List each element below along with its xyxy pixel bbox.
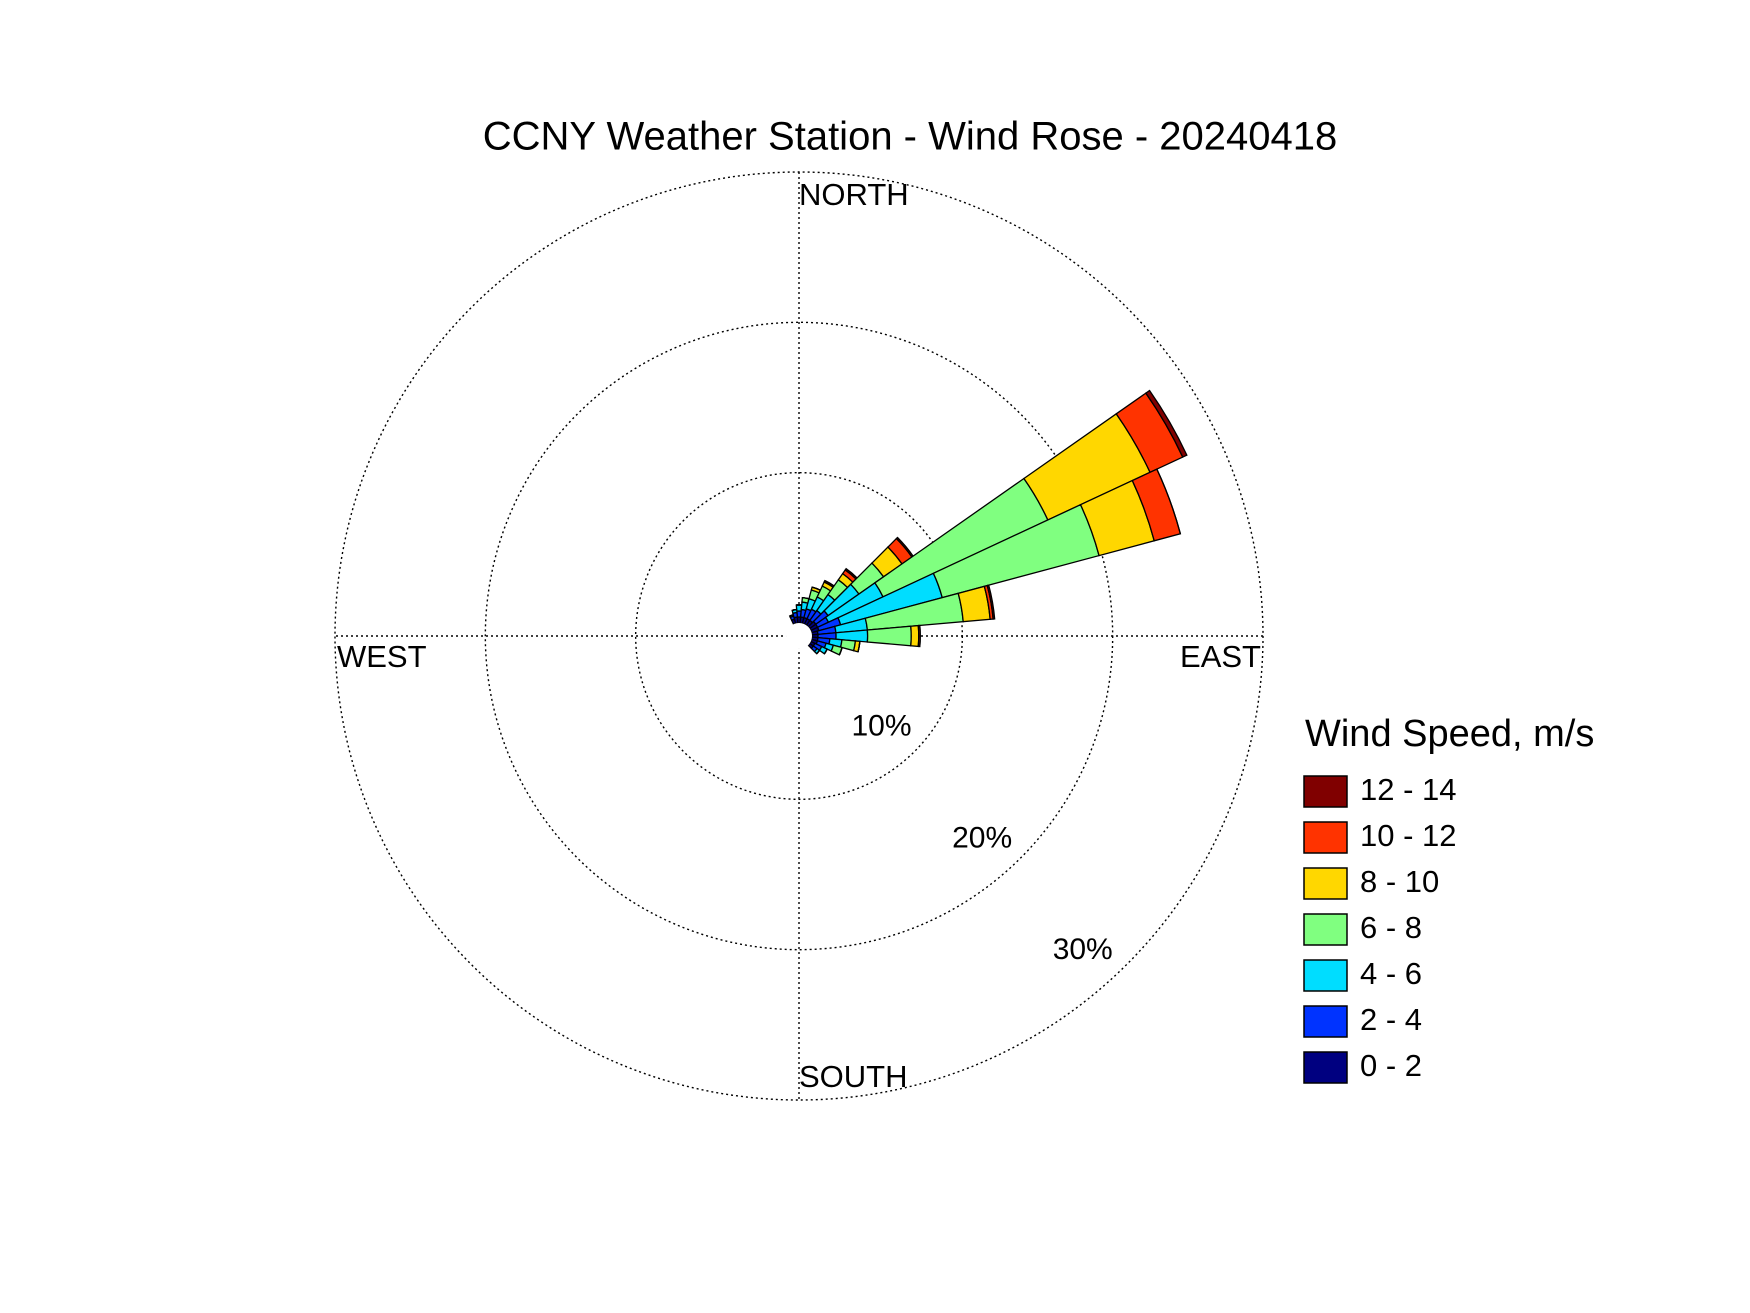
- r-tick-label: 30%: [1053, 933, 1113, 966]
- wedge-segment: [1156, 468, 1182, 534]
- wedges: [788, 389, 1188, 656]
- grid-ring: [334, 171, 1264, 1101]
- polar-grid: [334, 171, 1264, 1101]
- wedge-segment: [791, 608, 797, 612]
- direction-label: NORTH: [799, 177, 909, 212]
- wedge-segment: [910, 624, 920, 648]
- legend-label: 12 - 14: [1360, 772, 1457, 807]
- grid-ring: [484, 321, 1114, 951]
- legend-swatch: [1303, 1051, 1348, 1084]
- legend: Wind Speed, m/s 0 - 2 2 - 4 4 - 6 6 - 8 8 - …: [1303, 713, 1594, 1084]
- r-tick-label: 10%: [852, 710, 912, 743]
- center-hole: [786, 623, 812, 649]
- chart-title: CCNY Weather Station - Wind Rose - 20240…: [483, 115, 1338, 159]
- wedge-segment: [866, 625, 912, 647]
- direction-label: SOUTH: [799, 1059, 908, 1094]
- legend-label: 6 - 8: [1360, 910, 1422, 945]
- direction-label: EAST: [1180, 639, 1261, 674]
- legend-label: 10 - 12: [1360, 818, 1457, 853]
- legend-title: Wind Speed, m/s: [1305, 713, 1594, 755]
- labels: 10% 20% 30% NORTH EAST SOUTH WEST: [337, 177, 1261, 1094]
- legend-swatch: [1303, 913, 1348, 946]
- legend-label: 0 - 2: [1360, 1048, 1422, 1083]
- direction-label: WEST: [337, 639, 427, 674]
- legend-label: 8 - 10: [1360, 864, 1439, 899]
- r-tick-label: 20%: [952, 821, 1012, 854]
- legend-swatch: [1303, 775, 1348, 808]
- legend-swatch: [1303, 821, 1348, 854]
- wedge-segment: [1144, 389, 1188, 458]
- wedge-segment: [838, 647, 843, 656]
- legend-swatch: [1303, 959, 1348, 992]
- legend-swatch: [1303, 1005, 1348, 1038]
- legend-label: 4 - 6: [1360, 956, 1422, 991]
- legend-swatch: [1303, 867, 1348, 900]
- grid-ring: [634, 471, 964, 801]
- wedge-segment: [986, 584, 996, 620]
- legend-label: 2 - 4: [1360, 1002, 1422, 1037]
